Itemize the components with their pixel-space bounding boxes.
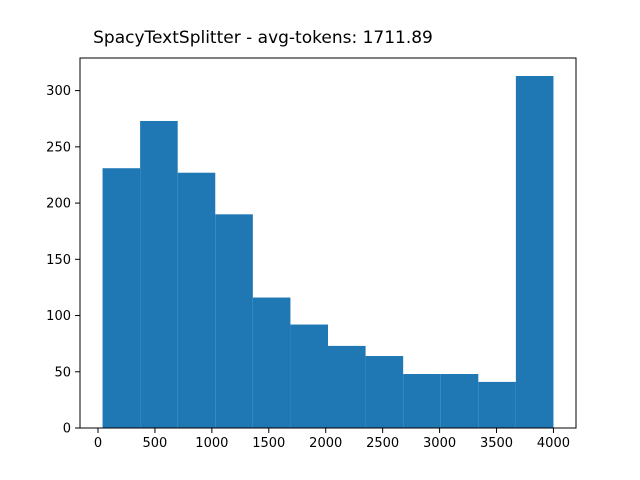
x-tick-label: 4000 — [537, 436, 570, 451]
histogram-bar-8 — [403, 374, 441, 428]
histogram-bar-10 — [478, 381, 516, 428]
bars-group — [102, 75, 554, 428]
axes-frame — [79, 57, 577, 429]
x-tick-label: 3500 — [480, 436, 513, 451]
y-tick-label: 150 — [46, 253, 71, 268]
histogram-bar-11 — [515, 75, 554, 428]
histogram-bar-0 — [102, 168, 141, 428]
x-tick-label: 1000 — [195, 436, 228, 451]
histogram-bar-1 — [140, 120, 178, 428]
y-tick-label: 300 — [46, 84, 71, 99]
x-tick-label: 1500 — [252, 436, 285, 451]
x-tick-label: 500 — [143, 436, 168, 451]
y-tick-label: 100 — [46, 309, 71, 324]
y-tick-label: 200 — [46, 197, 71, 212]
y-tick-label: 50 — [54, 365, 71, 380]
y-axis-ticks: 0 50 100 150 200 250 300 — [46, 84, 80, 437]
x-tick-label: 0 — [94, 436, 102, 451]
chart-title: SpacyTextSplitter - avg-tokens: 1711.89 — [93, 28, 433, 48]
x-tick-label: 3000 — [423, 436, 456, 451]
x-tick-label: 2500 — [366, 436, 399, 451]
y-tick-label: 250 — [46, 140, 71, 155]
y-tick-label: 0 — [63, 422, 71, 437]
histogram-bar-9 — [440, 374, 479, 428]
x-axis-ticks: 0 500 1000 1500 2000 2500 3000 3500 4000 — [94, 428, 570, 451]
histogram-bar-3 — [215, 214, 253, 428]
x-tick-label: 2000 — [309, 436, 342, 451]
histogram-bar-7 — [365, 356, 404, 428]
histogram-bar-5 — [290, 324, 328, 428]
histogram-bar-2 — [177, 172, 216, 428]
histogram-bar-6 — [328, 345, 366, 428]
histogram-bar-4 — [252, 297, 291, 428]
